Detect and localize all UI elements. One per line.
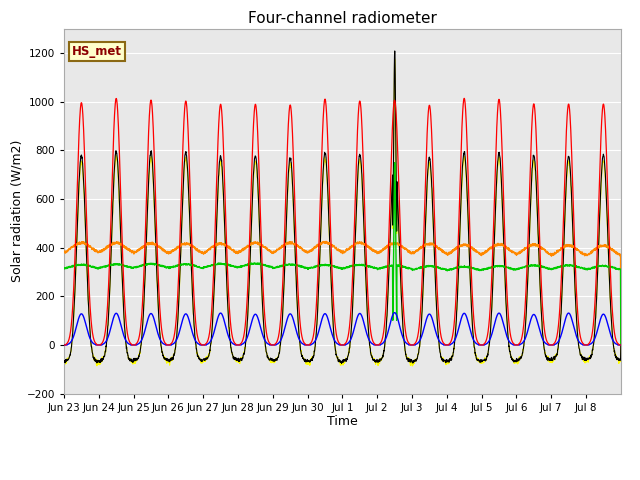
X-axis label: Time: Time [327,415,358,429]
Title: Four-channel radiometer: Four-channel radiometer [248,11,437,26]
Y-axis label: Solar radiation (W/m2): Solar radiation (W/m2) [11,140,24,282]
Text: HS_met: HS_met [72,45,122,58]
Legend: SW_in, SW_out, LW_in, LW_out, Rnet_4way, Rnet_NRLite: SW_in, SW_out, LW_in, LW_out, Rnet_4way,… [109,478,576,480]
